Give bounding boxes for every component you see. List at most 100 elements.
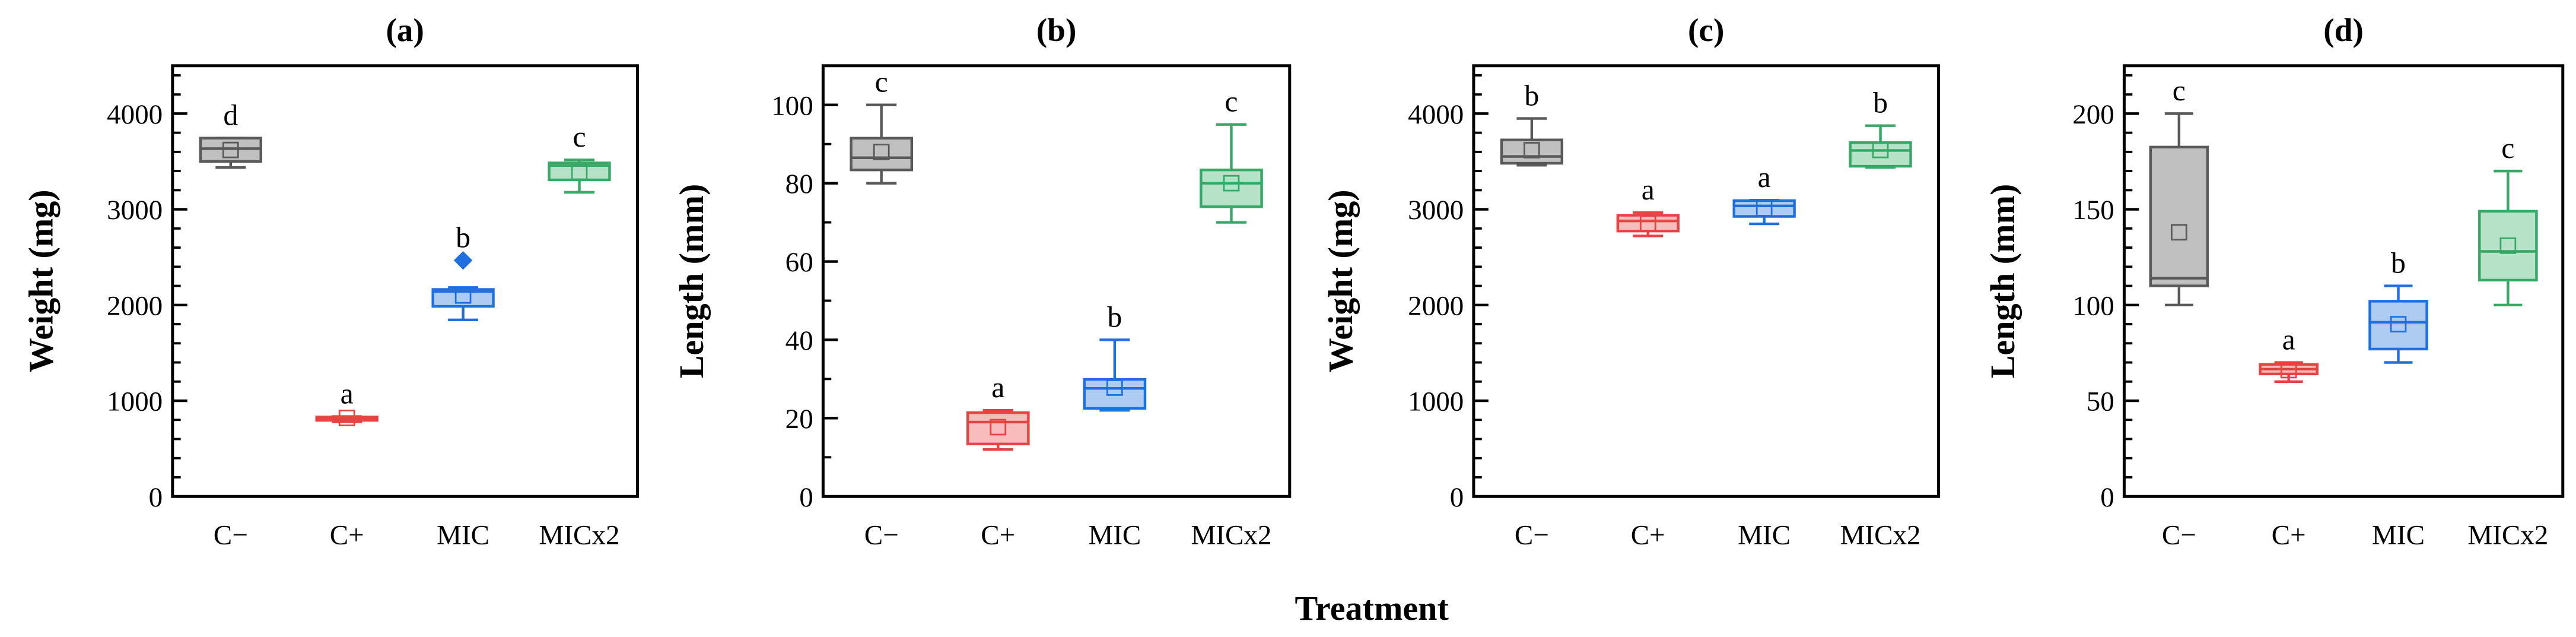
box-MICx2: c <box>548 121 611 194</box>
x-tick-label: MIC <box>2372 520 2425 551</box>
x-tick-label: C− <box>214 520 248 551</box>
y-axis-title: Length (mm) <box>1983 184 2022 379</box>
mean-marker <box>2390 316 2407 332</box>
box-C+: a <box>966 371 1030 451</box>
significance-letter: c <box>875 66 888 99</box>
y-tick-label: 200 <box>2072 99 2114 130</box>
x-tick-label: C− <box>864 520 899 551</box>
mean-marker <box>1106 379 1123 396</box>
mean-marker <box>454 287 472 304</box>
box-C+: a <box>2259 323 2319 383</box>
y-axis-title: Weight (mg) <box>22 189 61 372</box>
iqr-box <box>1500 138 1564 165</box>
mean-marker <box>2499 237 2517 254</box>
box-C−: d <box>199 99 262 169</box>
y-tick-label: 1000 <box>107 386 163 417</box>
y-tick-label: 0 <box>2100 482 2114 513</box>
significance-letter: b <box>1873 87 1888 119</box>
x-tick-label: C− <box>2162 520 2196 551</box>
box-C+: a <box>1616 173 1680 237</box>
y-tick-label: 20 <box>785 404 813 435</box>
x-tick-label: C+ <box>1631 520 1665 551</box>
mean-marker <box>1524 142 1540 159</box>
x-tick-label: MICx2 <box>539 520 620 551</box>
y-tick-label: 100 <box>771 90 813 121</box>
y-tick-label: 60 <box>785 247 813 278</box>
box-MICx2: c <box>2478 132 2538 307</box>
mean-marker <box>1639 215 1656 232</box>
y-tick-label: 0 <box>1450 482 1464 513</box>
mean-marker <box>990 419 1007 436</box>
significance-letter: c <box>573 121 586 153</box>
x-tick-label: MICx2 <box>2467 520 2548 551</box>
x-tick-label: C+ <box>330 520 364 551</box>
y-tick-label: 0 <box>149 482 163 513</box>
box-MIC: b <box>1083 300 1147 412</box>
iqr-box <box>2149 145 2209 287</box>
mean-marker <box>1223 175 1240 192</box>
significance-letter: c <box>2501 132 2514 164</box>
outlier-point <box>453 251 473 270</box>
iqr-box <box>1083 378 1147 410</box>
panel-d: (d) Length (mm) 0 50 100 150 200 C− C+ MIC MICx2 c a… <box>1983 12 2565 551</box>
iqr-box <box>966 411 1030 446</box>
x-tick-label: MIC <box>1738 520 1791 551</box>
x-tick-label: C+ <box>2272 520 2306 551</box>
x-tick-label: MIC <box>1088 520 1141 551</box>
y-tick-label: 150 <box>2072 195 2114 226</box>
iqr-box <box>1200 168 1263 208</box>
mean-marker <box>2171 224 2187 241</box>
box-MICx2: b <box>1849 87 1912 169</box>
y-tick-label: 40 <box>785 325 813 356</box>
box-MIC: b <box>431 221 495 322</box>
y-tick-label: 80 <box>785 169 813 199</box>
y-tick-label: 4000 <box>107 99 163 130</box>
iqr-box <box>1616 214 1680 233</box>
significance-letter: a <box>1642 173 1655 206</box>
x-tick-label: MIC <box>437 520 489 551</box>
box-MIC: a <box>1732 161 1796 226</box>
significance-letter: c <box>2173 74 2186 107</box>
y-tick-label: 50 <box>2087 386 2114 417</box>
significance-letter: a <box>2282 323 2295 356</box>
panel-title: (a) <box>386 12 424 48</box>
plot-frame <box>821 64 1292 498</box>
mean-marker <box>1756 200 1773 217</box>
y-tick-label: 3000 <box>107 195 163 226</box>
significance-letter: d <box>223 99 238 131</box>
significance-letter: b <box>1524 79 1539 112</box>
mean-marker <box>222 141 239 159</box>
iqr-box <box>2478 210 2538 282</box>
box-C−: b <box>1500 79 1564 167</box>
significance-letter: b <box>2391 246 2406 279</box>
iqr-box <box>1849 141 1912 168</box>
mean-marker <box>338 410 355 426</box>
significance-letter: b <box>1107 300 1122 333</box>
box-C+: a <box>315 377 379 426</box>
box-MICx2: c <box>1200 85 1263 224</box>
x-tick-label: C+ <box>981 520 1015 551</box>
panel-title: (c) <box>1688 12 1724 48</box>
significance-letter: a <box>341 377 354 410</box>
y-tick-label: 4000 <box>1408 99 1464 130</box>
panel-a: (a) Weight (mg) 0 1000 2000 3000 4000 C− C+ MIC MI… <box>22 12 639 551</box>
significance-letter: a <box>1758 161 1771 194</box>
y-axis-title: Weight (mg) <box>1321 189 1360 372</box>
mean-marker <box>1872 141 1889 159</box>
plot-frame <box>2122 64 2565 498</box>
y-tick-label: 2000 <box>1408 290 1464 321</box>
box-C−: c <box>850 66 913 185</box>
significance-letter: b <box>456 221 470 254</box>
panel-title: (d) <box>2323 12 2364 48</box>
mean-marker <box>571 163 588 180</box>
significance-letter: a <box>991 371 1004 404</box>
y-tick-label: 2000 <box>107 290 163 321</box>
significance-letter: c <box>1225 85 1238 118</box>
mean-marker <box>2280 362 2297 379</box>
x-tick-label: C− <box>1515 520 1549 551</box>
plot-frame <box>1472 64 1941 498</box>
box-C−: c <box>2149 74 2209 307</box>
panel-c: (c) Weight (mg) 0 1000 2000 3000 4000 C− C+ MIC MI… <box>1321 12 1941 551</box>
iqr-box <box>850 137 913 172</box>
